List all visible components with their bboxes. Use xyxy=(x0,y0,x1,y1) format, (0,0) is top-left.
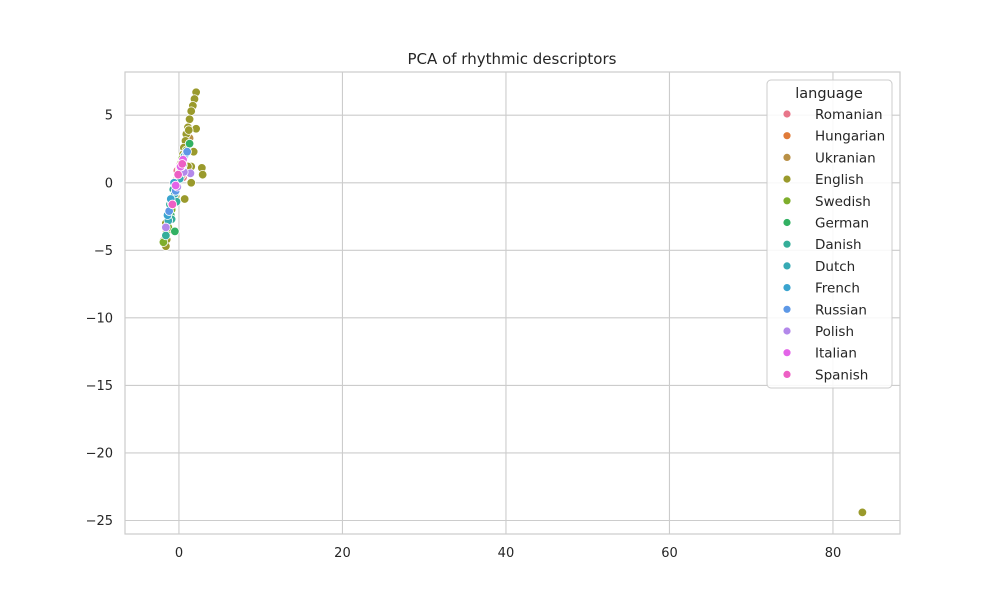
legend-item-spanish: Spanish xyxy=(782,367,868,383)
legend-item-polish: Polish xyxy=(782,324,854,340)
legend-item-danish: Danish xyxy=(782,237,862,253)
legend-label: Hungarian xyxy=(815,129,885,145)
chart-title: PCA of rhythmic descriptors xyxy=(408,50,617,68)
point-danish xyxy=(161,230,171,241)
legend: language Romanian Hungarian Ukranian Englis… xyxy=(766,79,893,389)
legend-label: French xyxy=(815,281,860,297)
legend-item-italian: Italian xyxy=(782,346,857,362)
x-tick-label: 0 xyxy=(175,546,183,561)
legend-marker xyxy=(782,174,792,184)
legend-label: Dutch xyxy=(815,259,855,275)
legend-marker xyxy=(782,348,792,358)
legend-label: Romanian xyxy=(815,107,883,123)
legend-item-german: German xyxy=(782,216,869,232)
legend-item-ukranian: Ukranian xyxy=(782,150,876,166)
y-tick-label: −25 xyxy=(86,514,113,529)
legend-marker xyxy=(782,196,792,206)
point-spanish xyxy=(177,159,187,169)
legend-label: Ukranian xyxy=(815,150,876,166)
legend-marker xyxy=(782,369,792,379)
scatter-points xyxy=(158,87,868,518)
legend-marker xyxy=(782,109,792,119)
point-russian xyxy=(182,147,192,157)
y-tick-label: −15 xyxy=(86,379,113,394)
y-tick-label: −10 xyxy=(86,311,113,326)
legend-label: Danish xyxy=(815,237,862,253)
legend-items: Romanian Hungarian Ukranian English Swedish G… xyxy=(782,107,885,383)
y-tick-label: 0 xyxy=(105,176,113,191)
point-english xyxy=(197,169,208,180)
point-italian xyxy=(170,180,181,191)
legend-item-dutch: Dutch xyxy=(782,259,855,275)
legend-item-hungarian: Hungarian xyxy=(782,129,885,145)
point-english xyxy=(857,507,868,518)
point-english xyxy=(186,106,196,116)
legend-label: Swedish xyxy=(815,194,871,210)
legend-marker xyxy=(782,283,792,293)
legend-label: Polish xyxy=(815,324,854,340)
legend-title: language xyxy=(795,86,863,102)
x-axis-ticks: 0 20 40 60 80 xyxy=(175,546,841,561)
legend-marker xyxy=(782,261,792,271)
y-tick-label: −5 xyxy=(94,244,113,259)
legend-marker xyxy=(782,131,792,141)
legend-label: Spanish xyxy=(815,367,868,383)
y-tick-label: 5 xyxy=(105,109,113,124)
point-english xyxy=(179,194,190,204)
legend-box xyxy=(766,79,893,389)
x-tick-label: 60 xyxy=(661,546,678,561)
legend-item-swedish: Swedish xyxy=(782,194,871,210)
legend-marker xyxy=(782,152,792,162)
point-german xyxy=(170,226,180,237)
legend-item-french: French xyxy=(782,281,860,297)
point-polish xyxy=(161,222,171,233)
point-english xyxy=(184,114,195,124)
legend-label: German xyxy=(815,216,869,232)
legend-label: English xyxy=(815,172,864,188)
point-english xyxy=(186,178,196,188)
legend-item-english: English xyxy=(782,172,864,188)
x-tick-label: 20 xyxy=(334,546,351,561)
point-spanish xyxy=(173,169,183,180)
legend-item-russian: Russian xyxy=(782,302,867,318)
legend-marker xyxy=(782,218,792,227)
x-tick-label: 40 xyxy=(498,546,515,561)
point-english xyxy=(184,125,194,135)
legend-item-romanian: Romanian xyxy=(782,107,883,123)
point-german xyxy=(184,138,195,149)
legend-marker xyxy=(782,304,792,314)
legend-label: Italian xyxy=(815,346,857,362)
y-axis-ticks: 5 0 −5 −10 −15 −20 −25 xyxy=(86,109,113,529)
plot-frame xyxy=(124,71,901,535)
legend-marker xyxy=(782,326,792,336)
point-spanish xyxy=(167,199,178,210)
legend-marker xyxy=(782,239,792,249)
legend-label: Russian xyxy=(815,302,867,318)
x-tick-label: 80 xyxy=(825,546,842,561)
y-tick-label: −20 xyxy=(86,446,113,461)
